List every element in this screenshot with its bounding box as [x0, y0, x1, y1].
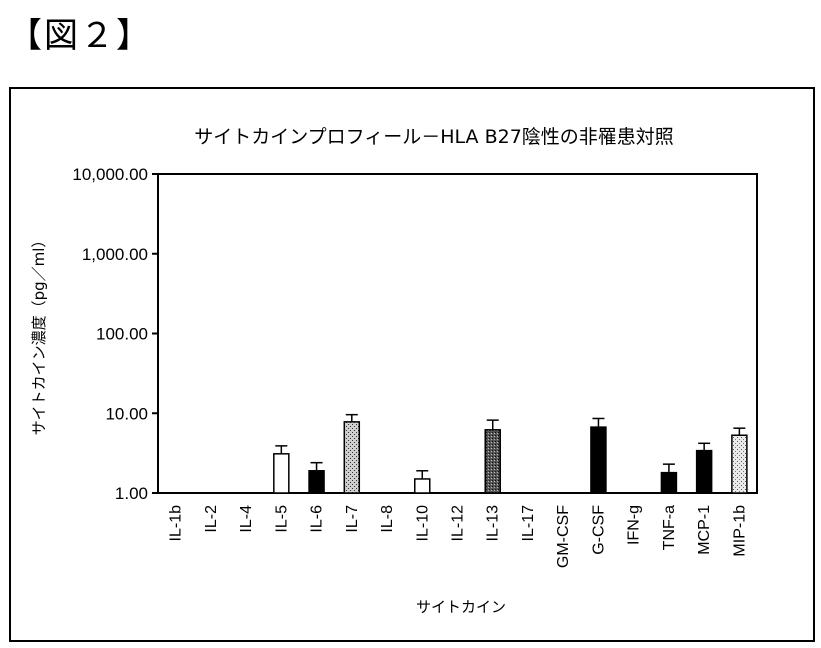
bar-il-13 [485, 430, 500, 493]
x-tick-label: IL-13 [485, 505, 502, 542]
y-tick-label: 1.00 [115, 484, 148, 503]
bar-il-10 [415, 479, 430, 493]
x-tick-label: IL-7 [344, 505, 361, 533]
y-axis-title: サイトカイン濃度（pg／ml） [30, 233, 48, 436]
x-tick-label: IL-1b [168, 505, 185, 542]
x-tick-label: IFN-g [626, 505, 643, 545]
x-tick-label: IL-17 [520, 505, 537, 542]
x-tick-label: IL-4 [238, 505, 255, 533]
y-tick-label: 10.00 [105, 404, 148, 423]
plot-area [158, 174, 757, 493]
bar-tnf-a [661, 473, 676, 493]
x-axis-labels: IL-1b IL-2 IL-4 IL-5 IL-6 IL-7 IL-8 IL-10 IL-12 I… [168, 505, 749, 568]
bar-il-7 [344, 422, 359, 493]
bar-il-5 [274, 454, 289, 493]
y-tick-label: 1,000.00 [82, 245, 148, 264]
bar-g-csf [591, 427, 606, 493]
bar-il-6 [309, 471, 324, 493]
x-tick-label: IL-8 [379, 505, 396, 533]
x-tick-label: MIP-1b [731, 505, 748, 557]
bars [274, 415, 747, 493]
y-tick-label: 100.00 [96, 325, 148, 344]
chart-title: サイトカインプロフィール－HLA B27陰性の非罹患対照 [194, 126, 674, 148]
x-tick-label: GM-CSF [555, 505, 572, 568]
x-tick-label: IL-5 [273, 505, 290, 533]
bar-mip-1b [732, 435, 747, 493]
y-axis-ticks: 1.00 10.00 100.00 1,000.00 10,000.00 [72, 165, 158, 503]
x-tick-label: IL-12 [450, 505, 467, 542]
x-tick-label: IL-10 [414, 505, 431, 542]
y-tick-label: 10,000.00 [72, 165, 148, 184]
x-tick-label: IL-2 [203, 505, 220, 533]
bar-mcp-1 [697, 451, 712, 493]
x-axis-title: サイトカイン [416, 598, 506, 616]
x-tick-label: IL-6 [309, 505, 326, 533]
x-tick-label: TNF-a [661, 505, 678, 550]
x-tick-label: G-CSF [590, 505, 607, 555]
x-tick-label: MCP-1 [696, 505, 713, 555]
